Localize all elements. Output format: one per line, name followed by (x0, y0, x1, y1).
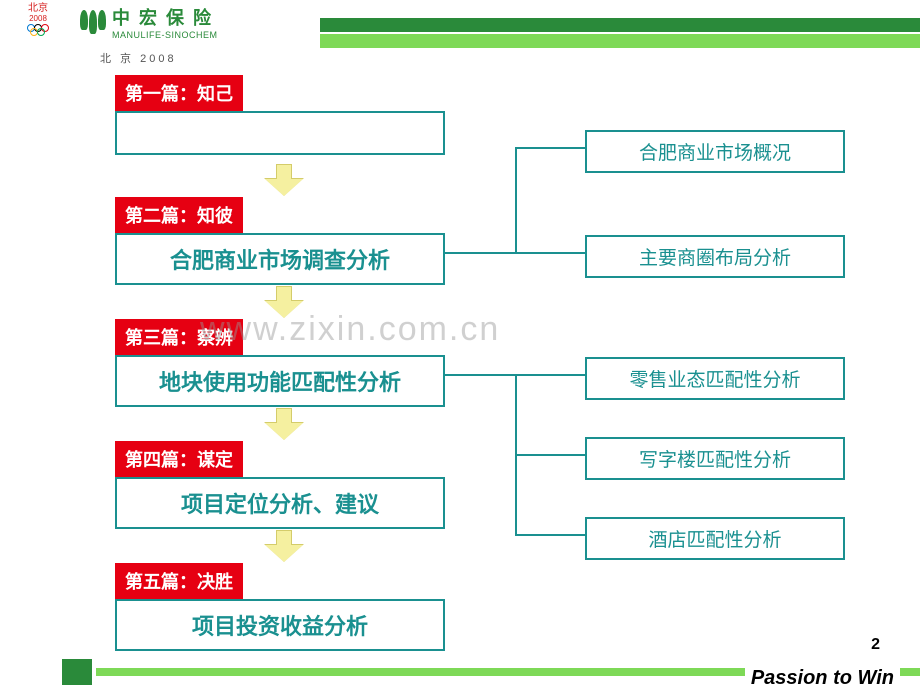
company-name-en: MANULIFE-SINOCHEM (112, 30, 218, 40)
header-decoration (320, 18, 920, 48)
arrow-down-icon (265, 286, 303, 318)
section-box-1 (115, 111, 445, 155)
section-box-5: 项目投资收益分析 (115, 599, 445, 651)
sub-box-2a: 合肥商业市场概况 (585, 130, 845, 173)
section-tag-2: 第二篇：知彼 (115, 197, 243, 233)
leaf-icon (80, 10, 106, 34)
slide-footer: Passion to Win (0, 656, 920, 690)
company-logo: 中 宏 保 险 MANULIFE-SINOCHEM (80, 4, 218, 40)
section-box-4: 项目定位分析、建议 (115, 477, 445, 529)
section-tag-4: 第四篇：谋定 (115, 441, 243, 477)
olympic-logo: 北京 2008 (8, 4, 68, 56)
section-tag-5: 第五篇：决胜 (115, 563, 243, 599)
olympic-year: 2008 (29, 14, 47, 23)
arrow-down-icon (265, 164, 303, 196)
arrow-down-icon (265, 530, 303, 562)
olympic-rings-icon-2 (31, 28, 45, 36)
company-name-cn: 中 宏 保 险 (112, 4, 218, 30)
footer-block (62, 659, 92, 685)
slide-header: 北京 2008 中 宏 保 险 MANULIFE-SINOCHEM 北 京 20… (0, 0, 920, 60)
section-tag-3: 第三篇：察辨 (115, 319, 243, 355)
section-box-3: 地块使用功能匹配性分析 (115, 355, 445, 407)
sub-box-3c: 酒店匹配性分析 (585, 517, 845, 560)
section-tag-1: 第一篇：知己 (115, 75, 243, 111)
section-box-2: 合肥商业市场调查分析 (115, 233, 445, 285)
sub-box-2b: 主要商圈布局分析 (585, 235, 845, 278)
company-city-year: 北 京 2008 (100, 50, 177, 66)
page-number: 2 (871, 636, 880, 654)
olympic-mark: 北京 (28, 4, 48, 14)
sub-box-3a: 零售业态匹配性分析 (585, 357, 845, 400)
sub-box-3b: 写字楼匹配性分析 (585, 437, 845, 480)
footer-slogan: Passion to Win (745, 667, 900, 690)
arrow-down-icon (265, 408, 303, 440)
